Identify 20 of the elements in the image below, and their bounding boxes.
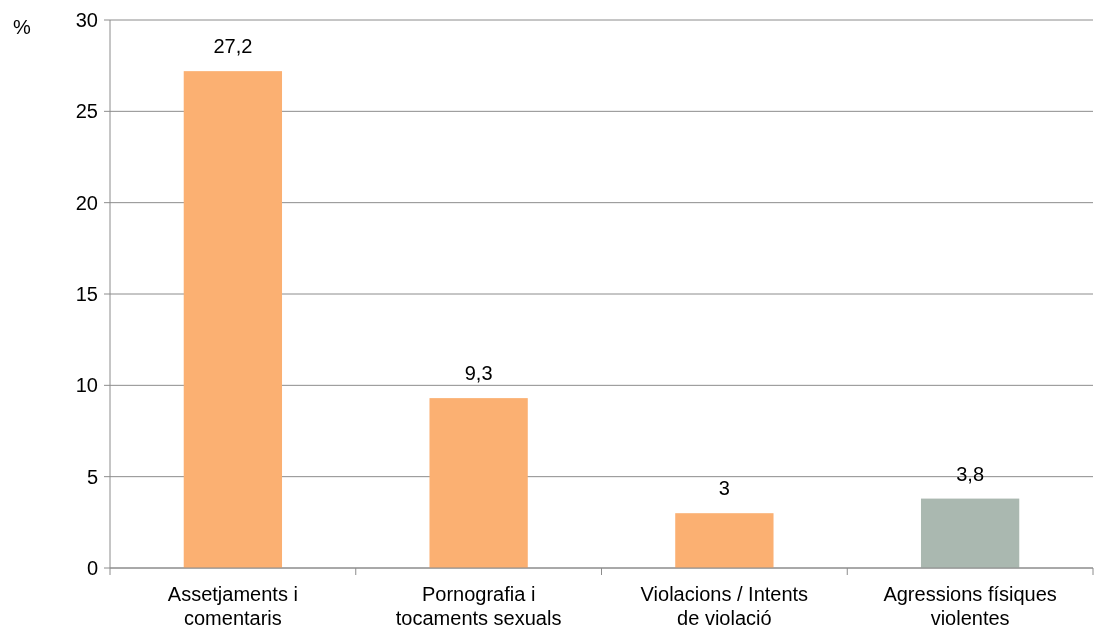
y-tick-label: 10 xyxy=(75,374,98,397)
y-tick-label: 15 xyxy=(75,283,98,305)
x-tick-label: Agressions físiques violentes xyxy=(883,583,1057,629)
bar xyxy=(429,398,528,568)
y-tick-label: 25 xyxy=(75,100,98,123)
bar xyxy=(675,513,774,568)
data-label: 3,8 xyxy=(956,462,985,485)
data-label: 9,3 xyxy=(464,362,493,385)
y-tick-label: 30 xyxy=(75,9,98,31)
y-axis-title: % xyxy=(13,16,32,38)
bar xyxy=(920,498,1020,568)
data-label: 3 xyxy=(718,477,730,500)
x-tick-label: Violacions / Intents de violació xyxy=(640,583,809,629)
y-tick-label: 0 xyxy=(86,557,98,579)
y-tick-label: 5 xyxy=(86,465,98,488)
x-tick-label: Pornografia i tocaments sexuals xyxy=(395,583,562,629)
y-tick-label: 20 xyxy=(75,191,98,214)
data-label: 27,2 xyxy=(213,35,253,58)
x-tick-label: Assetjaments i comentaris xyxy=(167,583,298,629)
bar xyxy=(183,71,283,568)
